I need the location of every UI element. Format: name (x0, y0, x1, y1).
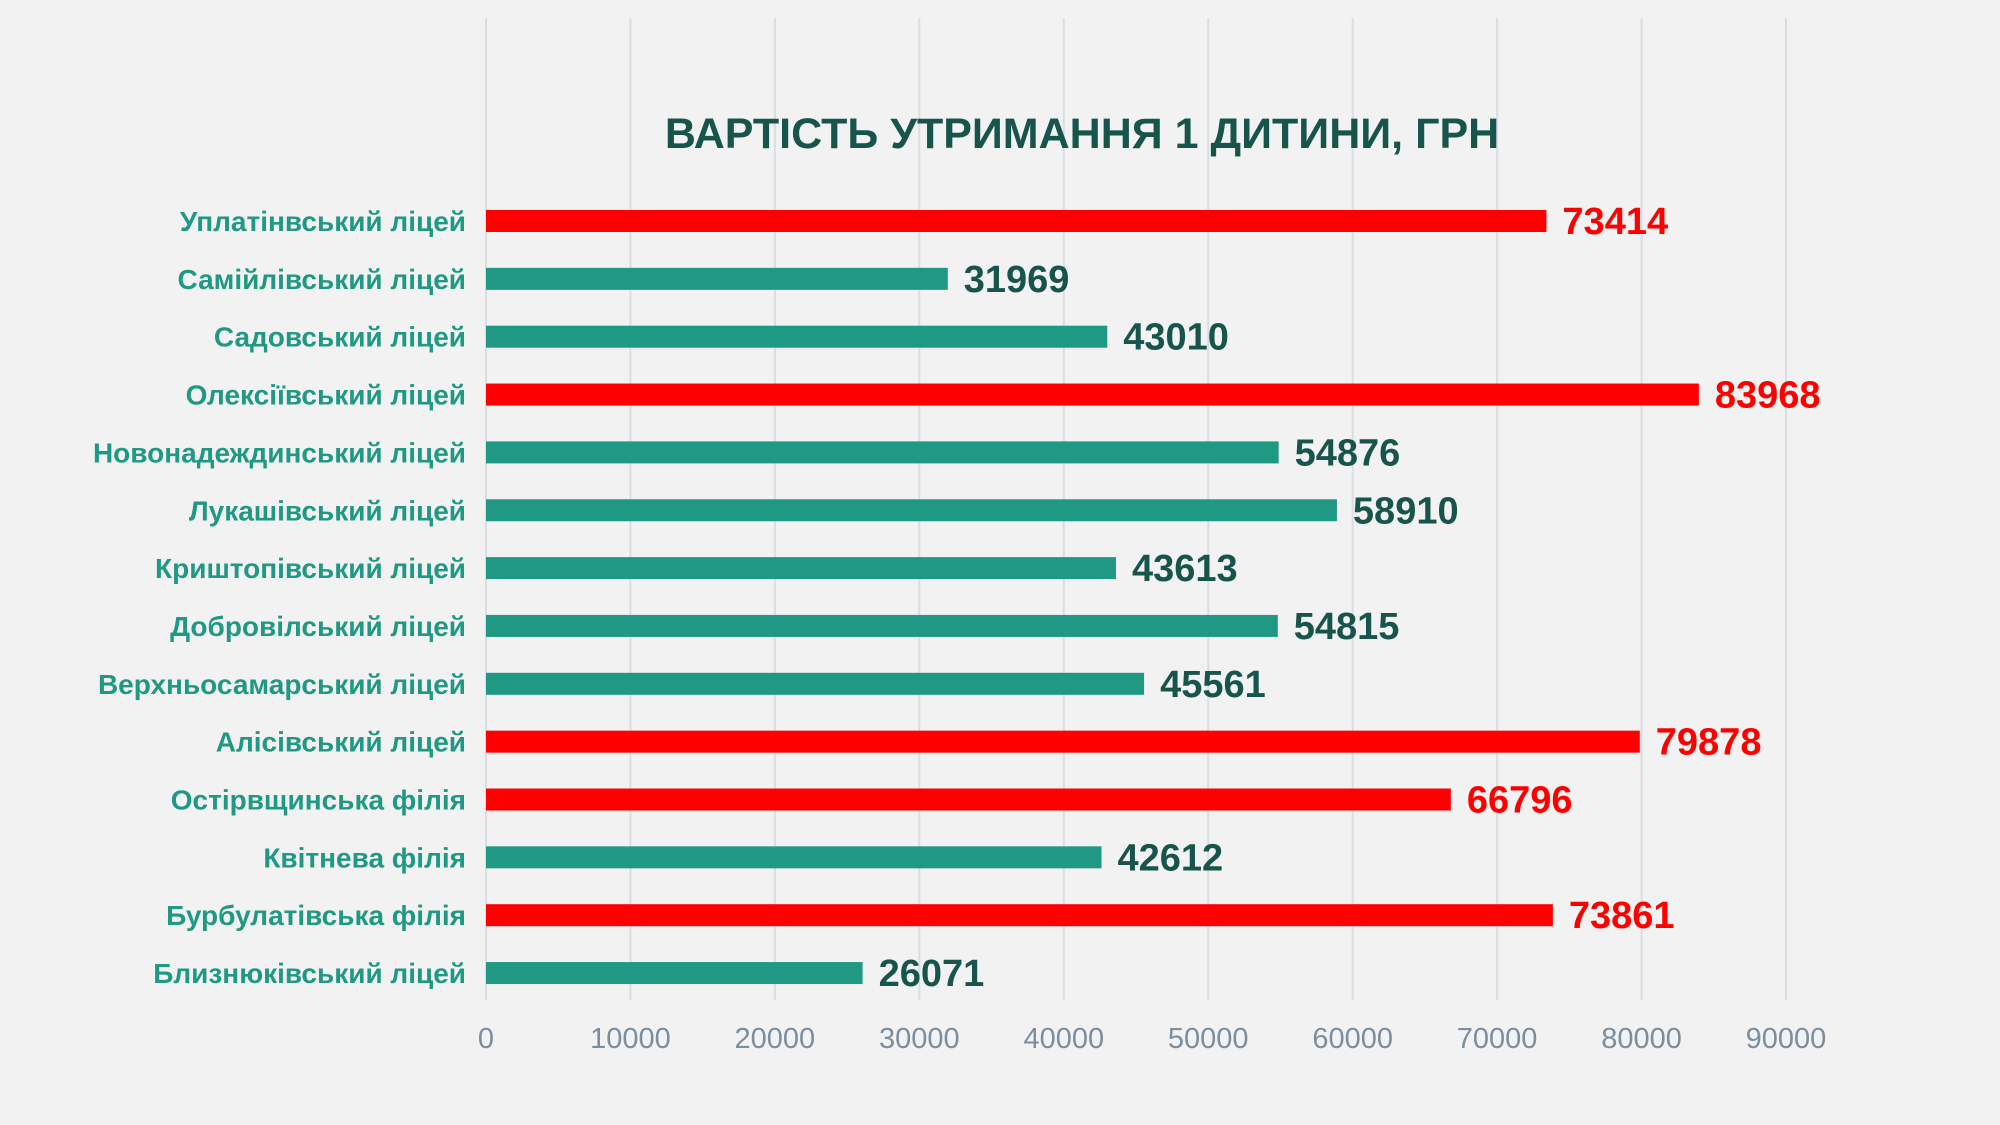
data-label: 73414 (1562, 201, 1668, 243)
bar (486, 267, 948, 290)
bar (486, 614, 1278, 637)
chart-title: ВАРТІСТЬ УТРИМАННЯ 1 ДИТИНИ, ГРН (665, 110, 1499, 158)
category-label: Квітнева філія (263, 842, 466, 873)
data-label: 31969 (964, 259, 1070, 301)
category-label: Верхньосамарський ліцей (98, 669, 466, 700)
category-label: Новонадеждинський ліцей (93, 437, 466, 468)
x-tick-label: 10000 (590, 1023, 671, 1055)
x-tick-label: 40000 (1023, 1023, 1104, 1055)
category-label: Бурбулатівська філія (166, 900, 466, 931)
data-label: 73861 (1569, 895, 1675, 937)
bar (486, 325, 1108, 348)
bar (486, 904, 1553, 927)
category-label: Алісівський ліцей (216, 727, 466, 758)
bar (486, 962, 863, 985)
data-label: 43613 (1132, 548, 1238, 590)
data-label: 54815 (1294, 606, 1400, 648)
x-tick-label: 30000 (879, 1023, 960, 1055)
x-tick-label: 60000 (1312, 1023, 1393, 1055)
data-label: 58910 (1353, 490, 1459, 532)
category-label: Остірвщинська філія (171, 785, 466, 816)
category-label: Добровілський ліцей (170, 611, 466, 642)
data-label: 45561 (1160, 664, 1266, 706)
bar (486, 383, 1699, 406)
bar (486, 210, 1547, 232)
x-tick-label: 70000 (1457, 1023, 1538, 1055)
bar (486, 730, 1640, 753)
bar (486, 557, 1116, 580)
category-label: Олексіївський ліцей (186, 380, 466, 411)
x-axis-tick-labels: 0 10000 20000 30000 40000 50000 60000 70000 8000… (478, 1023, 1826, 1055)
x-tick-label: 20000 (735, 1023, 816, 1055)
data-labels: 73414 31969 43010 83968 54876 58910 43613 54815… (879, 201, 1821, 995)
data-label: 79878 (1656, 722, 1762, 764)
data-label: 42612 (1118, 837, 1224, 879)
x-tick-label: 0 (478, 1023, 494, 1055)
category-labels: Уплатінвський ліцей Самійлівський ліцей Са… (93, 206, 466, 989)
bar (486, 672, 1145, 695)
category-label: Самійлівський ліцей (178, 264, 467, 295)
category-label: Садовський ліцей (214, 322, 466, 353)
category-label: Уплатінвський ліцей (180, 206, 466, 237)
bar (486, 788, 1451, 811)
data-label: 54876 (1295, 432, 1401, 474)
x-tick-label: 80000 (1601, 1023, 1682, 1055)
data-label: 83968 (1715, 375, 1821, 417)
bars (486, 210, 1699, 985)
x-tick-label: 50000 (1168, 1023, 1249, 1055)
data-label: 43010 (1123, 317, 1229, 359)
x-tick-label: 90000 (1746, 1023, 1827, 1055)
data-label: 66796 (1467, 780, 1573, 822)
category-label: Лукашівський ліцей (189, 495, 466, 526)
bar (486, 499, 1337, 522)
category-label: Криштопівський ліцей (155, 553, 466, 584)
category-label: Близнюківський ліцей (153, 958, 466, 989)
data-label: 26071 (879, 953, 985, 995)
bar (486, 441, 1279, 464)
bar (486, 846, 1102, 869)
